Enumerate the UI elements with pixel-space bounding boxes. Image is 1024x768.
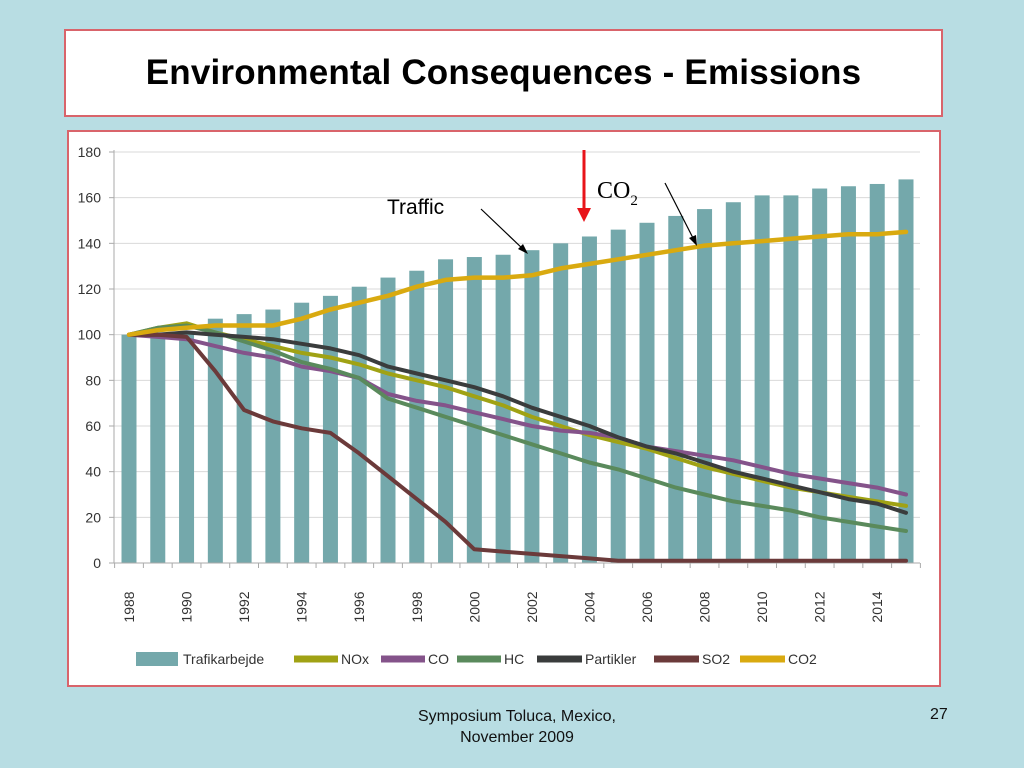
bar-2008 [697,209,713,564]
legend-swatch [537,655,582,663]
legend-item-nox: NOx [294,651,369,667]
legend-item-co: CO [381,651,449,667]
y-tick-label: 100 [78,327,102,343]
x-tick-label: 2014 [869,591,885,622]
legend-item-partikler: Partikler [537,651,637,667]
y-tick-label: 160 [78,190,102,206]
bar-1998 [409,270,425,563]
x-tick-label: 1988 [121,591,137,622]
y-tick-label: 0 [93,555,101,571]
x-tick-labels: 1988 1990 1992 1994 1996 1998 2000 2002 2004 2006… [121,591,885,622]
y-tick-label: 120 [78,281,102,297]
bar-2009 [725,202,741,563]
x-tick-label: 2010 [754,591,770,622]
line-nox [127,321,908,508]
bar-2014 [869,183,885,563]
legend-swatch [136,652,178,666]
y-tick-label: 140 [78,235,102,251]
bar-1997 [380,277,396,563]
page-number: 27 [930,706,948,723]
bar-1988 [121,334,137,563]
y-tick-label: 20 [85,509,101,525]
bar-1991 [207,318,223,563]
legend-label: Trafikarbejde [183,651,264,667]
legend-swatch [381,655,425,663]
y-tick-label: 60 [85,418,101,434]
bar-2013 [840,186,856,563]
co2-arrow [664,182,695,241]
bar-2015 [898,179,914,563]
x-tick-label: 2008 [697,591,713,622]
bar-1989 [150,332,166,563]
bar-2004 [581,236,597,563]
legend-item-so2: SO2 [654,651,730,667]
axes [109,150,921,568]
legend-swatch [294,655,338,663]
bar-2012 [812,188,828,564]
footer: Symposium Toluca, Mexico, November 2009 [372,706,662,748]
legend-label: NOx [341,651,369,667]
x-tick-label: 2012 [812,591,828,622]
legend: Trafikarbejde NOx CO HC Partikler SO2 CO2 [136,651,817,667]
bar-2000 [466,257,482,563]
legend-label: HC [504,651,524,667]
red-marker-arrowhead [577,208,591,222]
bar-2001 [495,254,511,563]
line-co2 [126,229,909,337]
x-tick-label: 2002 [524,591,540,622]
bar-2007 [668,215,684,563]
footer-line-2: November 2009 [460,729,574,746]
x-tick-label: 2006 [639,591,655,622]
x-tick-label: 1998 [409,591,425,622]
x-tick-label: 1996 [351,591,367,622]
bar-1996 [351,286,367,563]
legend-swatch [457,655,501,663]
legend-item-hc: HC [457,651,524,667]
title-box: Environmental Consequences - Emissions [64,29,943,117]
co2-arrowhead [689,235,697,246]
line-hc [127,323,908,533]
y-tick-label: 40 [85,464,101,480]
annotations: Traffic CO2 [387,150,697,254]
x-tick-label: 2004 [581,591,597,622]
bar-1990 [179,332,195,563]
bar-2010 [754,195,770,563]
slide-title: Environmental Consequences - Emissions [145,53,862,92]
bar-2006 [639,222,655,564]
bar-2005 [610,229,626,563]
x-tick-label: 1994 [294,591,310,622]
series-lines [126,229,909,563]
bar-1995 [322,295,338,563]
y-tick-label: 80 [85,372,101,388]
y-tick-labels: 0 20 40 60 80 100 120 140 160 180 [78,144,102,571]
co2-annotation-label: CO2 [597,178,638,209]
traffic-annotation-label: Traffic [387,196,444,219]
bar-2003 [553,243,569,564]
legend-label: CO [428,651,449,667]
legend-item-trafikarbejde: Trafikarbejde [136,651,264,667]
bar-1999 [438,259,454,563]
bar-1993 [265,309,281,563]
traffic-arrowhead [518,244,528,254]
legend-label: SO2 [702,651,730,667]
x-tick-label: 2000 [466,591,482,622]
line-so2 [127,332,908,563]
x-tick-label: 1990 [179,591,195,622]
line-co [127,332,908,497]
y-tick-label: 180 [78,144,102,160]
legend-label: Partikler [585,651,637,667]
line-partikler [127,330,908,515]
legend-swatch [740,655,785,663]
bar-1992 [236,314,252,563]
legend-label: CO2 [788,651,817,667]
traffic-arrow [480,208,525,251]
x-tick-label: 1992 [236,591,252,622]
legend-swatch [654,655,699,663]
legend-item-co2: CO2 [740,651,817,667]
footer-line-1: Symposium Toluca, Mexico, [418,708,616,725]
